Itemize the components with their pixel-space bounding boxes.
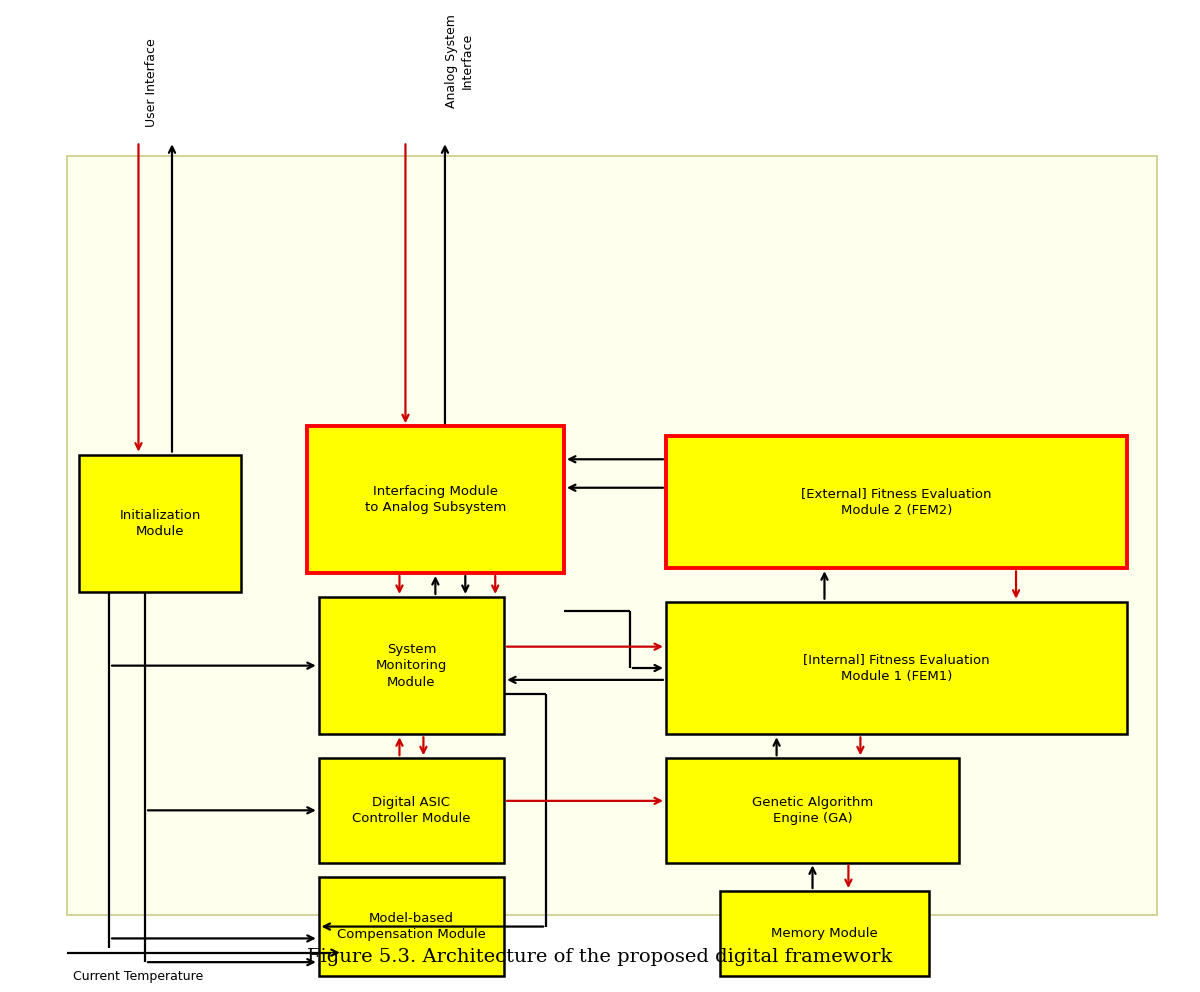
Text: Figure 5.3. Architecture of the proposed digital framework: Figure 5.3. Architecture of the proposed… — [307, 948, 893, 966]
FancyBboxPatch shape — [319, 877, 504, 976]
FancyBboxPatch shape — [307, 427, 564, 573]
Text: Current Temperature: Current Temperature — [73, 970, 204, 983]
Text: Model-based
Compensation Module: Model-based Compensation Module — [337, 912, 486, 941]
Text: [External] Fitness Evaluation
Module 2 (FEM2): [External] Fitness Evaluation Module 2 (… — [802, 487, 991, 517]
FancyBboxPatch shape — [666, 601, 1127, 734]
Text: User Interface: User Interface — [145, 39, 158, 127]
Text: System
Monitoring
Module: System Monitoring Module — [376, 643, 448, 688]
Text: Genetic Algorithm
Engine (GA): Genetic Algorithm Engine (GA) — [752, 796, 874, 825]
FancyBboxPatch shape — [67, 156, 1157, 915]
FancyBboxPatch shape — [319, 597, 504, 734]
Text: [Internal] Fitness Evaluation
Module 1 (FEM1): [Internal] Fitness Evaluation Module 1 (… — [803, 654, 990, 682]
Text: Memory Module: Memory Module — [772, 928, 878, 940]
Text: Analog System
Interface: Analog System Interface — [445, 14, 473, 108]
FancyBboxPatch shape — [666, 435, 1127, 568]
Text: Interfacing Module
to Analog Subsystem: Interfacing Module to Analog Subsystem — [365, 485, 506, 514]
FancyBboxPatch shape — [79, 454, 241, 592]
FancyBboxPatch shape — [666, 758, 959, 862]
Text: Initialization
Module: Initialization Module — [119, 509, 200, 538]
Text: Digital ASIC
Controller Module: Digital ASIC Controller Module — [352, 796, 470, 825]
FancyBboxPatch shape — [720, 891, 929, 976]
FancyBboxPatch shape — [319, 758, 504, 862]
